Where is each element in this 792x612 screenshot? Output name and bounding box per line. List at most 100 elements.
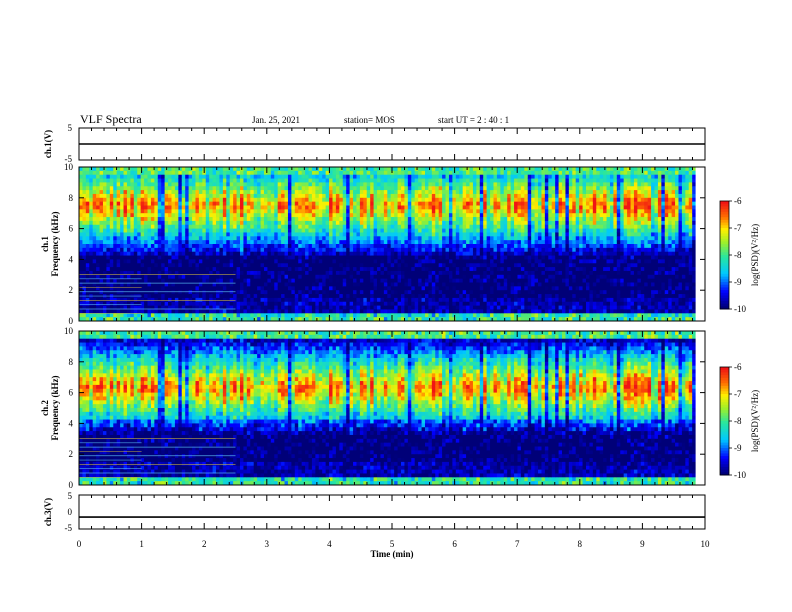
- spectrogram-cell: [109, 240, 114, 245]
- spectrogram-cell: [130, 232, 135, 237]
- spectrogram-cell: [270, 236, 275, 241]
- spectrogram-cell: [366, 213, 371, 218]
- spectrogram-cell: [448, 217, 453, 222]
- spectrogram-cell: [356, 294, 361, 299]
- spectrogram-cell: [243, 228, 248, 233]
- spectrogram-cell: [452, 240, 457, 245]
- spectrogram-cell: [359, 228, 364, 233]
- spectrogram-cell: [212, 278, 217, 283]
- spectrogram-cell: [226, 274, 231, 280]
- spectrogram-cell: [79, 267, 83, 272]
- spectrogram-cell: [318, 174, 323, 179]
- spectrogram-cell: [442, 270, 446, 276]
- spectrogram-cell: [311, 274, 316, 280]
- spectrogram-cell: [435, 247, 440, 253]
- spectrogram-cell: [140, 205, 145, 210]
- spectrogram-cell: [421, 209, 426, 214]
- spectrogram-cell: [174, 290, 179, 295]
- spectrogram-cell: [157, 201, 162, 206]
- spectrogram-cell: [168, 240, 172, 245]
- spectrogram-cell: [428, 186, 433, 191]
- spectrogram-cell: [92, 236, 97, 241]
- spectrogram-cell: [243, 213, 248, 218]
- spectrogram-cell: [401, 236, 405, 241]
- spectrogram-cell: [459, 228, 464, 233]
- spectrogram-cell: [469, 178, 474, 183]
- spectrogram-cell: [260, 186, 265, 191]
- spectrogram-cell: [329, 190, 333, 195]
- spectrogram-cell: [260, 251, 265, 256]
- spectrogram-cell: [168, 236, 172, 241]
- spectrogram-cell: [133, 282, 138, 287]
- spectrogram-cell: [424, 313, 429, 318]
- spectrogram-cell: [318, 205, 323, 210]
- spectrogram-cell: [89, 190, 94, 195]
- spectrogram-cell: [363, 201, 368, 206]
- spectrogram-cell: [298, 167, 303, 172]
- spectrogram-cell: [421, 251, 426, 256]
- spectrogram-cell: [353, 201, 357, 206]
- spectrogram-cell: [431, 209, 436, 214]
- spectrogram-cell: [342, 240, 347, 245]
- spectrogram-cell: [301, 297, 306, 303]
- spectrogram-cell: [168, 251, 172, 256]
- spectrogram-cell: [154, 244, 159, 249]
- spectrogram-cell: [123, 255, 128, 260]
- spectrogram-cell: [329, 313, 333, 318]
- spectrogram-cell: [240, 186, 244, 191]
- spectrogram-cell: [116, 278, 121, 283]
- spectrogram-cell: [332, 244, 337, 249]
- spectrogram-cell: [407, 197, 412, 203]
- spectrogram-cell: [445, 240, 450, 245]
- spectrogram-cell: [226, 228, 231, 233]
- spectrogram-cell: [157, 205, 162, 210]
- spectrogram-cell: [308, 236, 313, 241]
- spectrogram-cell: [401, 317, 405, 322]
- spectrogram-cell: [226, 305, 231, 310]
- spectrogram-cell: [387, 186, 392, 191]
- spectrogram-cell: [233, 174, 237, 179]
- spectrogram-cell: [92, 178, 97, 183]
- spectrogram-cell: [120, 317, 124, 322]
- spectrogram-cell: [476, 170, 481, 176]
- spectrogram-cell: [120, 201, 124, 206]
- spectrogram-cell: [263, 313, 268, 318]
- spectrogram-cell: [339, 317, 344, 322]
- spectrogram-cell: [363, 190, 368, 195]
- spectrogram-cell: [120, 247, 124, 253]
- spectrogram-cell: [318, 190, 323, 195]
- spectrogram-cell: [287, 232, 292, 237]
- spectrogram-cell: [219, 240, 224, 245]
- spectrogram-cell: [401, 305, 405, 310]
- spectrogram-cell: [277, 178, 282, 183]
- spectrogram-cell: [496, 167, 501, 172]
- spectrogram-cell: [140, 236, 145, 241]
- spectrogram-cell: [250, 255, 255, 260]
- spectrogram-cell: [92, 290, 97, 295]
- spectrogram-cell: [490, 294, 494, 299]
- spectrogram-cell: [291, 240, 296, 245]
- spectrogram-cell: [435, 217, 440, 222]
- spectrogram-cell: [469, 236, 474, 241]
- spectrogram-cell: [383, 190, 388, 195]
- spectrogram-cell: [92, 182, 97, 187]
- spectrogram-cell: [257, 247, 261, 253]
- spectrogram-cell: [192, 232, 196, 237]
- spectrogram-cell: [92, 263, 97, 268]
- spectrogram-cell: [401, 201, 405, 206]
- spectrogram-cell: [198, 286, 203, 291]
- spectrogram-cell: [219, 190, 224, 195]
- spectrogram-cell: [483, 228, 488, 233]
- spectrogram-cell: [332, 213, 337, 218]
- spectrogram-cell: [291, 297, 296, 303]
- spectrogram-cell: [363, 178, 368, 183]
- spectrogram-cell: [387, 247, 392, 253]
- spectrogram-cell: [431, 178, 436, 183]
- spectrogram-cell: [339, 224, 344, 229]
- spectrogram-cell: [164, 290, 169, 295]
- spectrogram-cell: [308, 182, 313, 187]
- spectrogram-cell: [356, 244, 361, 249]
- spectrogram-cell: [346, 167, 351, 172]
- spectrogram-cell: [120, 278, 124, 283]
- spectrogram-cell: [318, 282, 323, 287]
